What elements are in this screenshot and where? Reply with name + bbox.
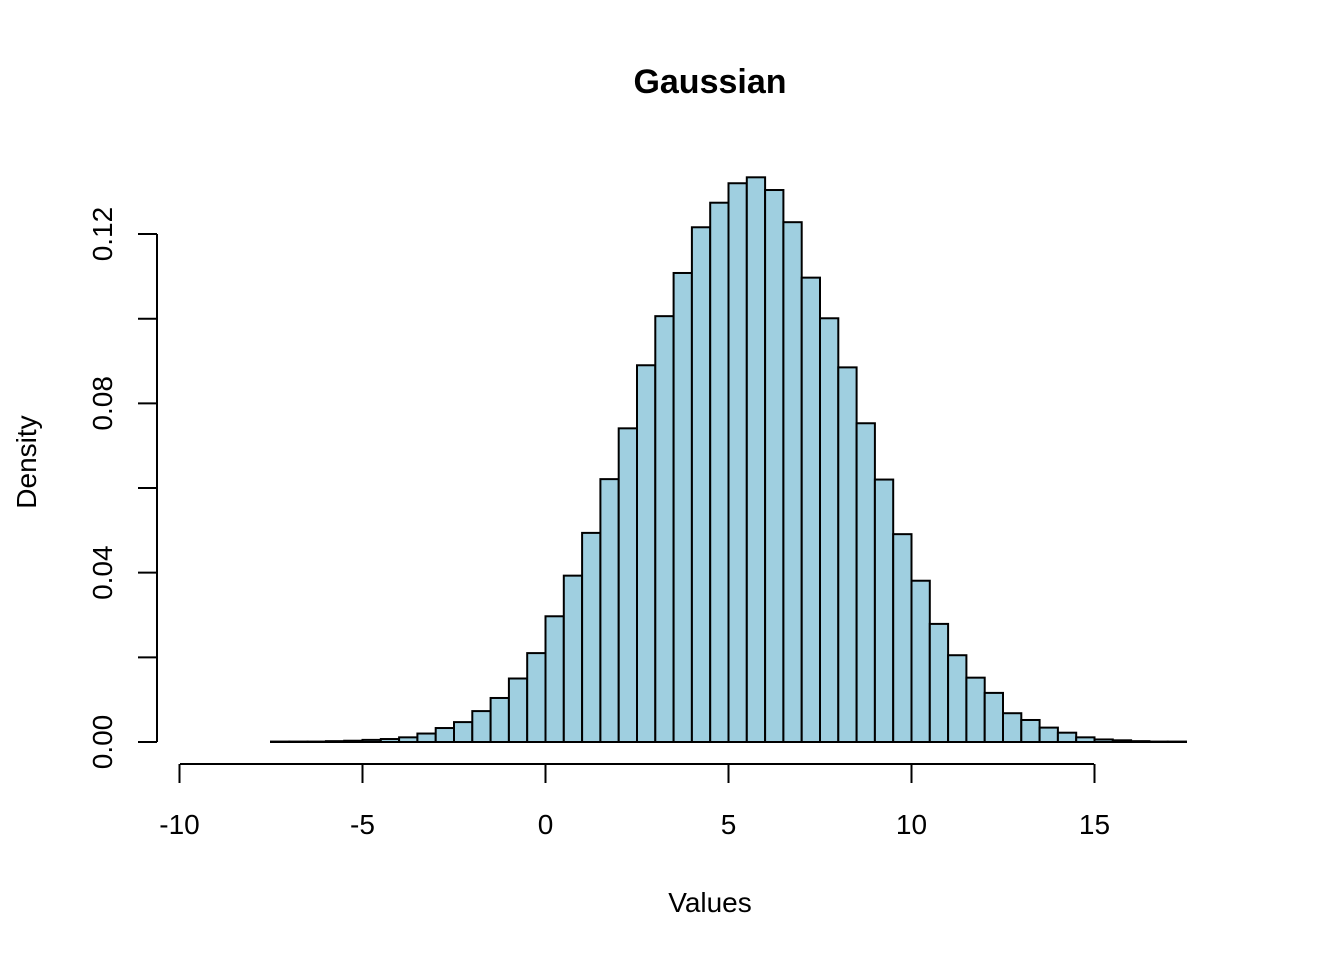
histogram-bar	[343, 739, 364, 744]
histogram-bar	[617, 427, 639, 743]
y-axis-ticks: 0.00 0.04 0.08 0.12	[87, 207, 157, 769]
histogram-bar	[727, 182, 748, 743]
histogram-bar	[654, 315, 675, 743]
histogram-bar	[379, 738, 401, 744]
chart-title: Gaussian	[633, 63, 786, 101]
x-tick-label: -10	[159, 809, 199, 840]
y-tick-label: 0.08	[87, 376, 118, 431]
histogram-bar	[526, 652, 547, 743]
x-tick-label: 0	[538, 809, 554, 840]
bars-group	[270, 176, 1187, 744]
histogram-bar	[745, 176, 767, 743]
histogram-bar	[581, 531, 602, 743]
histogram-bar	[636, 364, 657, 743]
histogram-bar	[855, 422, 876, 743]
histogram-bar	[1111, 739, 1133, 744]
y-tick-label: 0.04	[87, 545, 118, 600]
x-tick-label: 10	[896, 809, 927, 840]
histogram-bar	[1056, 731, 1078, 743]
histogram-bar	[910, 579, 931, 744]
x-tick-label: 15	[1079, 809, 1110, 840]
histogram-bar	[599, 478, 620, 743]
histogram-bar	[965, 676, 986, 743]
histogram-bar	[1002, 712, 1023, 743]
histogram-bar	[324, 740, 346, 743]
histogram-bar	[764, 189, 785, 744]
histogram-bar	[544, 615, 565, 744]
x-axis-label: Values	[668, 887, 752, 918]
histogram-bar	[1075, 736, 1096, 743]
histogram-bar	[361, 738, 382, 743]
x-axis-ticks: -10 -5 0 5 10 15	[159, 764, 1110, 840]
histogram-bar	[398, 736, 419, 743]
histogram-bar	[873, 478, 895, 743]
histogram-bar	[928, 622, 950, 743]
histogram-bar	[690, 226, 712, 743]
y-tick-label: 0.00	[87, 715, 118, 770]
y-tick-label: 0.12	[87, 207, 118, 261]
histogram-bar	[892, 533, 913, 744]
histogram-bar	[819, 317, 840, 743]
histogram-bar	[562, 574, 584, 744]
histogram-bar	[983, 691, 1005, 744]
y-axis-label: Density	[11, 415, 42, 508]
histogram-bar	[672, 271, 693, 743]
x-tick-label: -5	[350, 809, 375, 840]
histogram-bar	[947, 654, 968, 744]
histogram-bar	[1038, 726, 1059, 743]
histogram-bar	[1093, 738, 1114, 744]
histogram-bar	[434, 727, 456, 744]
histogram-bar	[471, 710, 492, 744]
histogram-bar	[1020, 718, 1041, 744]
histogram-bar	[507, 677, 529, 744]
x-tick-label: 5	[721, 809, 737, 840]
histogram-bar	[489, 696, 510, 744]
histogram-bar	[837, 366, 858, 743]
histogram-bar	[1130, 740, 1151, 743]
histogram-bar	[800, 276, 822, 743]
histogram-bar	[709, 201, 730, 743]
histogram-bar	[782, 221, 803, 743]
histogram-bar	[416, 732, 437, 743]
histogram-bar	[453, 721, 474, 744]
